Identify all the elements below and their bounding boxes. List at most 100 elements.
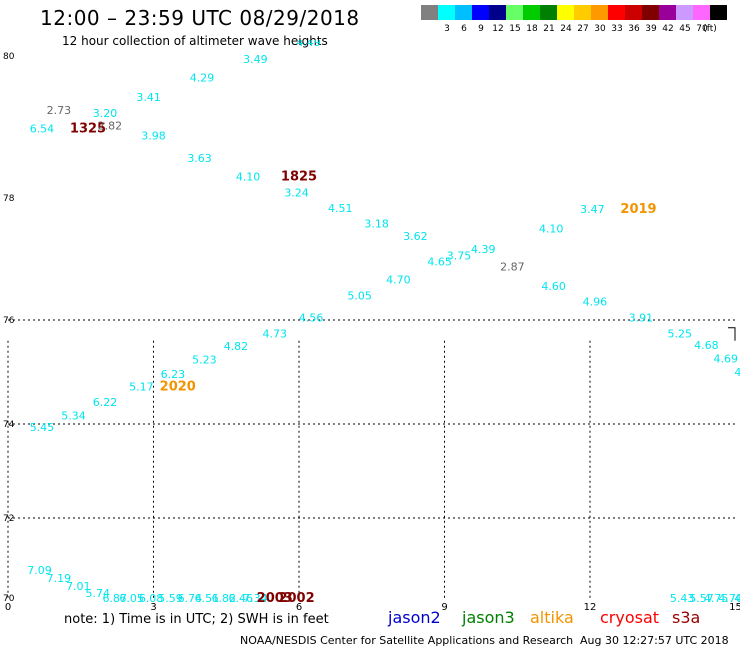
legend-label: 30 — [594, 24, 606, 34]
legend-swatch — [421, 5, 438, 20]
legend-label: 9 — [478, 24, 484, 34]
legend-swatch — [574, 5, 591, 20]
wave-height-label: 3.41 — [136, 91, 161, 104]
wave-height-label: 3.18 — [364, 218, 389, 231]
legend-swatch — [557, 5, 574, 20]
x-tick-label: 12 — [584, 602, 597, 610]
y-tick-label: 80 — [3, 52, 15, 62]
legend-label: 6 — [461, 24, 467, 34]
legend-label: 42 — [662, 24, 674, 34]
x-tick-label: 15 — [729, 602, 740, 610]
legend-swatch — [523, 5, 540, 20]
legend-swatch — [506, 5, 523, 20]
wave-height-label: 2.82 — [98, 120, 123, 133]
wave-height-label: 4 — [734, 366, 740, 379]
wave-height-label: 5.25 — [667, 328, 692, 341]
y-tick-label: 74 — [3, 420, 15, 430]
chart-title: 12:00 – 23:59 UTC 08/29/2018 — [40, 6, 360, 30]
wave-height-label: 6.08 — [139, 592, 164, 605]
wave-height-label: 2.87 — [500, 260, 525, 273]
wave-height-label: 3.62 — [403, 230, 428, 243]
wave-height-label: 7.09 — [27, 564, 52, 577]
legend-swatch — [642, 5, 659, 20]
wave-height-label: 4.29 — [190, 71, 215, 84]
wave-height-label: 4.56 — [299, 312, 324, 325]
legend-swatch — [710, 5, 727, 20]
legend-swatch — [693, 5, 710, 20]
wave-height-label: 5.45 — [30, 421, 55, 434]
wave-height-label: 4.69 — [714, 352, 739, 365]
frame-corner — [728, 327, 736, 341]
wave-height-label: 6.87 — [102, 592, 127, 605]
legend-label: 15 — [509, 24, 521, 34]
legend-swatch — [489, 5, 506, 20]
wave-height-label: 4 — [734, 592, 740, 605]
pass-time-label: 1825 — [281, 170, 317, 185]
footer-note: note: 1) Time is in UTC; 2) SWH is in fe… — [64, 612, 329, 627]
legend-label: 70 — [696, 24, 708, 34]
wave-height-label: 7.19 — [47, 572, 72, 585]
legend-label: 39 — [645, 24, 657, 34]
legend-swatch — [659, 5, 676, 20]
wave-height-label: 3.98 — [141, 130, 166, 143]
legend-unit: (ft) — [703, 24, 717, 34]
legend-label: 36 — [628, 24, 640, 34]
y-tick-label: 76 — [3, 316, 15, 326]
wave-height-label: 5.59 — [158, 592, 183, 605]
wave-height-label: 4.73 — [263, 328, 288, 341]
wave-height-label: 3.47 — [580, 203, 605, 216]
wave-height-label: 6.22 — [93, 396, 118, 409]
wave-height-label: 4.65 — [427, 255, 452, 268]
wave-height-label: 5.05 — [347, 290, 372, 303]
wave-height-label: 5.34 — [61, 410, 86, 423]
axis-ticks: 0 3 6 9 12 15 80 78 76 74 72 70 — [3, 52, 740, 610]
pass-time-label: 2020 — [160, 380, 196, 395]
wave-height-label: 3.49 — [243, 53, 268, 66]
credit-text: NOAA/NESDIS Center for Satellite Applica… — [240, 634, 574, 647]
wave-height-label: 7.01 — [66, 580, 91, 593]
wave-height-label: 3.63 — [187, 152, 212, 165]
grid-lines — [7, 319, 736, 598]
legend-swatch — [455, 5, 472, 20]
wave-height-label: 5.57 — [689, 592, 714, 605]
wave-height-label: 6.54 — [30, 122, 55, 135]
x-tick-label: 9 — [441, 602, 447, 610]
wave-height-label: 4.51 — [328, 202, 353, 215]
y-tick-label: 78 — [3, 194, 15, 204]
wave-height-label: 3.20 — [93, 107, 118, 120]
wave-height-label: 4.96 — [583, 296, 608, 309]
generated-timestamp: Aug 30 12:27:57 UTC 2018 — [580, 634, 729, 647]
y-tick-label: 72 — [3, 514, 14, 524]
legend-label: 21 — [543, 24, 555, 34]
wave-height-label: 3.75 — [447, 249, 472, 262]
wave-height-label: 4.39 — [471, 243, 496, 256]
legend-swatch — [608, 5, 625, 20]
legend-label: 33 — [611, 24, 623, 34]
legend-swatch — [540, 5, 557, 20]
wave-height-label: 6.46 — [229, 592, 254, 605]
wave-height-label: 5.43 — [670, 592, 695, 605]
legend-label: 45 — [679, 24, 691, 34]
chart-subtitle: 12 hour collection of altimeter wave hei… — [62, 34, 328, 48]
wave-height-label: 5.74 — [85, 587, 110, 600]
pass-time-label: 1325 — [70, 121, 106, 136]
wave-height-label: 6.74 — [178, 592, 203, 605]
x-tick-label: 3 — [150, 602, 156, 610]
legend-swatch — [676, 5, 693, 20]
wave-height-label: 3.24 — [284, 186, 309, 199]
wave-height-label: 6.82 — [212, 592, 237, 605]
wave-height-label: 6.23 — [161, 368, 186, 381]
y-tick-label: 70 — [3, 594, 15, 604]
satellite-s3a-label: s3a — [672, 608, 701, 627]
wave-height-label: 4.10 — [539, 223, 564, 236]
wave-height-label: 4.10 — [236, 171, 261, 184]
legend-label: 24 — [560, 24, 572, 34]
wave-height-label: 4.68 — [694, 339, 719, 352]
legend-label: 18 — [526, 24, 538, 34]
satellite-jason2-label: jason2 — [388, 608, 441, 627]
x-tick-label: 0 — [5, 602, 11, 610]
legend-swatch — [438, 5, 455, 20]
wave-height-label: 4.60 — [541, 280, 566, 293]
satellite-jason3-label: jason3 — [462, 608, 515, 627]
wave-height-label: 4.70 — [718, 592, 740, 605]
